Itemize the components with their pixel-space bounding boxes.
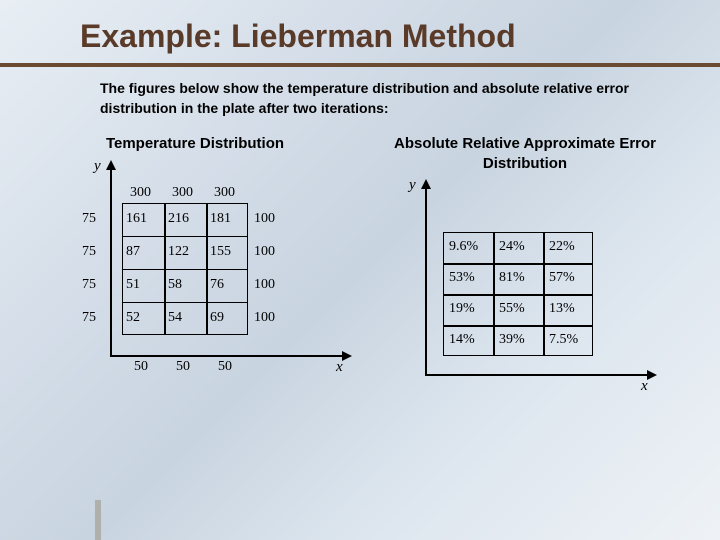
columns: Temperature Distribution yx3003003005050…	[0, 118, 720, 409]
error-cell-value: 9.6%	[449, 239, 478, 255]
error-cell-value: 22%	[549, 239, 575, 255]
error-cell-value: 53%	[449, 270, 475, 286]
cell-value: 52	[126, 310, 140, 326]
left-header: Temperature Distribution	[30, 134, 360, 154]
cell-value: 69	[210, 310, 224, 326]
top-boundary-value: 300	[172, 185, 193, 201]
cell-value: 58	[168, 277, 182, 293]
error-cell-value: 39%	[499, 332, 525, 348]
right-header: Absolute Relative Approximate Error Dist…	[360, 134, 690, 173]
left-boundary-value: 75	[82, 244, 96, 260]
top-boundary-value: 300	[214, 185, 235, 201]
cell-value: 216	[168, 211, 189, 227]
temperature-diagram: yx30030030050505075757575100100100100161…	[40, 160, 350, 390]
cell-value: 54	[168, 310, 182, 326]
left-boundary-value: 75	[82, 211, 96, 227]
left-column: Temperature Distribution yx3003003005050…	[30, 134, 360, 409]
right-boundary-value: 100	[254, 244, 275, 260]
cell-value: 51	[126, 277, 140, 293]
slide-subtitle: The figures below show the temperature d…	[0, 67, 720, 118]
error-diagram: yx9.6%24%22%53%81%57%19%55%13%14%39%7.5%	[395, 179, 655, 409]
bottom-boundary-value: 50	[134, 359, 148, 375]
cell-value: 87	[126, 244, 140, 260]
error-cell-value: 19%	[449, 301, 475, 317]
slide-title: Example: Lieberman Method	[0, 0, 720, 67]
left-boundary-value: 75	[82, 277, 96, 293]
cell-value: 181	[210, 211, 231, 227]
error-cell-value: 24%	[499, 239, 525, 255]
cell-value: 76	[210, 277, 224, 293]
right-column: Absolute Relative Approximate Error Dist…	[360, 134, 690, 409]
error-cell-value: 14%	[449, 332, 475, 348]
right-boundary-value: 100	[254, 310, 275, 326]
corner-accent	[95, 500, 101, 540]
cell-value: 161	[126, 211, 147, 227]
top-boundary-value: 300	[130, 185, 151, 201]
cell-value: 122	[168, 244, 189, 260]
bottom-boundary-value: 50	[218, 359, 232, 375]
error-cell-value: 7.5%	[549, 332, 578, 348]
bottom-boundary-value: 50	[176, 359, 190, 375]
error-cell-value: 55%	[499, 301, 525, 317]
error-cell-value: 13%	[549, 301, 575, 317]
left-boundary-value: 75	[82, 310, 96, 326]
error-cell-value: 81%	[499, 270, 525, 286]
right-boundary-value: 100	[254, 211, 275, 227]
right-boundary-value: 100	[254, 277, 275, 293]
error-cell-value: 57%	[549, 270, 575, 286]
cell-value: 155	[210, 244, 231, 260]
